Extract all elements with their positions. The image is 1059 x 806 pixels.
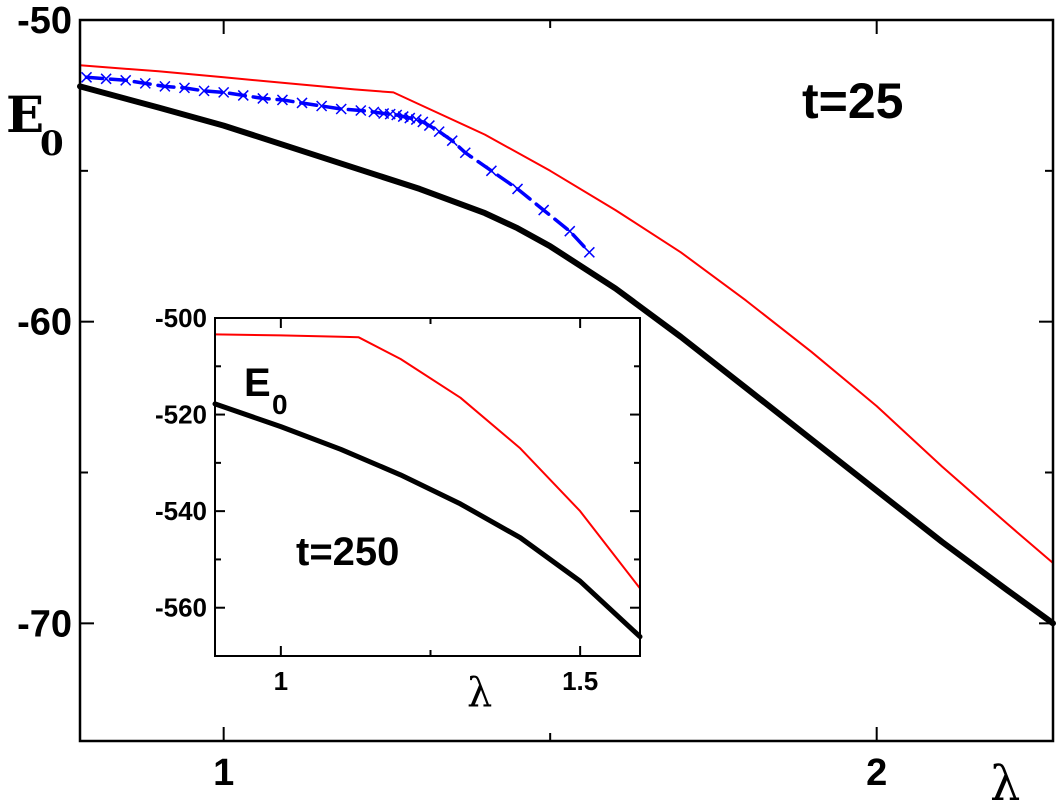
series-line-0 bbox=[77, 83, 1056, 627]
series-marker bbox=[410, 114, 422, 126]
series-marker bbox=[120, 74, 132, 86]
series-marker bbox=[335, 103, 347, 115]
y-tick-label: -540 bbox=[155, 496, 207, 526]
inset-annotation: t=250 bbox=[296, 530, 399, 574]
inset-plot-frame bbox=[214, 317, 641, 657]
x-tick-label: 1 bbox=[274, 666, 288, 696]
main-series-group bbox=[77, 64, 1056, 627]
inset-ylabel-base: E bbox=[244, 361, 271, 405]
series-marker bbox=[485, 165, 497, 177]
series-marker bbox=[218, 86, 230, 98]
series-marker bbox=[237, 89, 249, 101]
y-tick-label: -50 bbox=[17, 0, 72, 42]
series-marker bbox=[316, 100, 328, 112]
y-tick-label: -500 bbox=[155, 303, 207, 333]
main-plot-frame bbox=[78, 18, 1055, 743]
series-marker bbox=[459, 147, 471, 159]
main-ylabel-sub: 0 bbox=[40, 124, 64, 164]
series-marker bbox=[80, 71, 93, 83]
y-tick-label: -70 bbox=[17, 603, 72, 645]
series-marker bbox=[100, 73, 112, 85]
series-marker bbox=[198, 85, 210, 97]
main-xlabel: λ bbox=[990, 756, 1020, 806]
series-marker bbox=[296, 97, 308, 109]
y-tick-label: -520 bbox=[155, 400, 207, 430]
main-annotation: t=25 bbox=[802, 73, 903, 129]
series-marker bbox=[276, 94, 288, 106]
main-ylabel-base: E bbox=[6, 85, 44, 144]
series-marker bbox=[159, 80, 171, 92]
y-tick-label: -560 bbox=[155, 593, 207, 623]
inset-xlabel: λ bbox=[467, 670, 492, 716]
series-line-1 bbox=[214, 333, 641, 590]
series-marker bbox=[178, 82, 191, 94]
x-tick-label: 1.5 bbox=[562, 666, 598, 696]
inset-series-group bbox=[212, 333, 643, 640]
series-line-0 bbox=[212, 401, 643, 640]
series-marker bbox=[564, 225, 576, 237]
inset-axis-ticks: 1 1.5 -500 -520 -540 -560 bbox=[155, 303, 640, 696]
series-marker bbox=[511, 183, 524, 195]
series-line-1 bbox=[79, 64, 1054, 564]
series-marker bbox=[423, 120, 435, 132]
series-marker bbox=[355, 104, 367, 117]
series-marker bbox=[368, 106, 380, 118]
series-marker bbox=[397, 111, 409, 123]
series-marker bbox=[538, 204, 550, 216]
series-marker bbox=[417, 116, 429, 128]
inset-chart: 1 1.5 -500 -520 -540 -560 E 0 λ t=250 bbox=[155, 303, 643, 716]
x-tick-label: 2 bbox=[866, 752, 887, 794]
series-marker bbox=[391, 109, 403, 121]
series-marker bbox=[404, 112, 416, 124]
series-marker bbox=[583, 246, 595, 258]
main-chart: 1 2 -50 -60 -70 E 0 λ t=25 bbox=[6, 0, 1056, 806]
series-marker bbox=[139, 77, 151, 89]
series-marker bbox=[257, 92, 269, 104]
x-tick-label: 1 bbox=[213, 752, 234, 794]
y-tick-label: -60 bbox=[17, 302, 72, 344]
inset-ylabel-sub: 0 bbox=[272, 389, 288, 420]
series-marker bbox=[446, 135, 458, 147]
series-marker bbox=[433, 126, 445, 138]
main-axis-ticks: 1 2 -50 -60 -70 bbox=[17, 0, 1053, 794]
